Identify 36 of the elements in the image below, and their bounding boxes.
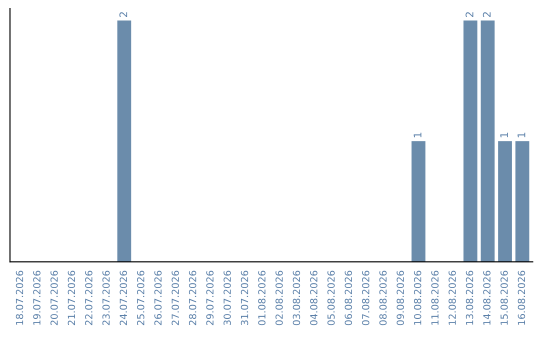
x-tick-label: 30.07.2026 <box>224 270 231 326</box>
x-tick-label: 27.07.2026 <box>172 270 179 326</box>
x-tick-label: 31.07.2026 <box>240 270 248 326</box>
x-tick-label: 09.08.2026 <box>396 270 404 326</box>
x-tick-label: 29.07.2026 <box>206 270 214 326</box>
x-tick-label: 22.07.2026 <box>85 270 92 326</box>
data-label: 1 <box>518 132 526 138</box>
x-tick-label: 18.07.2026 <box>16 270 24 325</box>
data-label: 2 <box>482 12 491 18</box>
x-tick-label: 12.08.2026 <box>448 270 456 325</box>
x-tick-label: 03.08.2026 <box>292 270 300 326</box>
x-tick-label: 26.07.2026 <box>154 270 162 326</box>
x-tick-label: 05.08.2026 <box>327 270 335 326</box>
x-tick-label: 06.08.2026 <box>344 270 352 326</box>
data-label: 1 <box>414 132 422 138</box>
x-tick-label: 21.07.2026 <box>68 270 76 326</box>
x-tick-label: 07.08.2026 <box>362 270 370 326</box>
data-label: 2 <box>466 12 474 18</box>
x-tick-label: 24.07.2026 <box>120 270 128 326</box>
x-tick-label: 02.08.2026 <box>275 270 283 326</box>
x-tick-label: 08.08.2026 <box>379 270 387 326</box>
x-tick-label: 13.08.2026 <box>466 270 474 325</box>
x-tick-label: 15.08.2026 <box>500 270 508 325</box>
x-tick-label: 25.07.2026 <box>137 270 144 326</box>
data-label: 2 <box>119 12 128 18</box>
data-label: 1 <box>500 132 508 138</box>
x-tick-label: 19.07.2026 <box>33 270 41 325</box>
x-tick-label: 10.08.2026 <box>414 270 422 325</box>
x-tick-label: 14.08.2026 <box>483 270 491 325</box>
x-tick-label: 04.08.2026 <box>310 270 318 326</box>
x-tick-label: 16.08.2026 <box>518 270 526 325</box>
x-tick-label: 20.07.2026 <box>50 270 58 326</box>
x-tick-label: 28.07.2026 <box>188 270 196 326</box>
x-tick-label: 23.07.2026 <box>102 270 110 326</box>
x-tick-label: 11.08.2026 <box>431 270 439 325</box>
x-tick-label: 01.08.2026 <box>258 270 266 326</box>
